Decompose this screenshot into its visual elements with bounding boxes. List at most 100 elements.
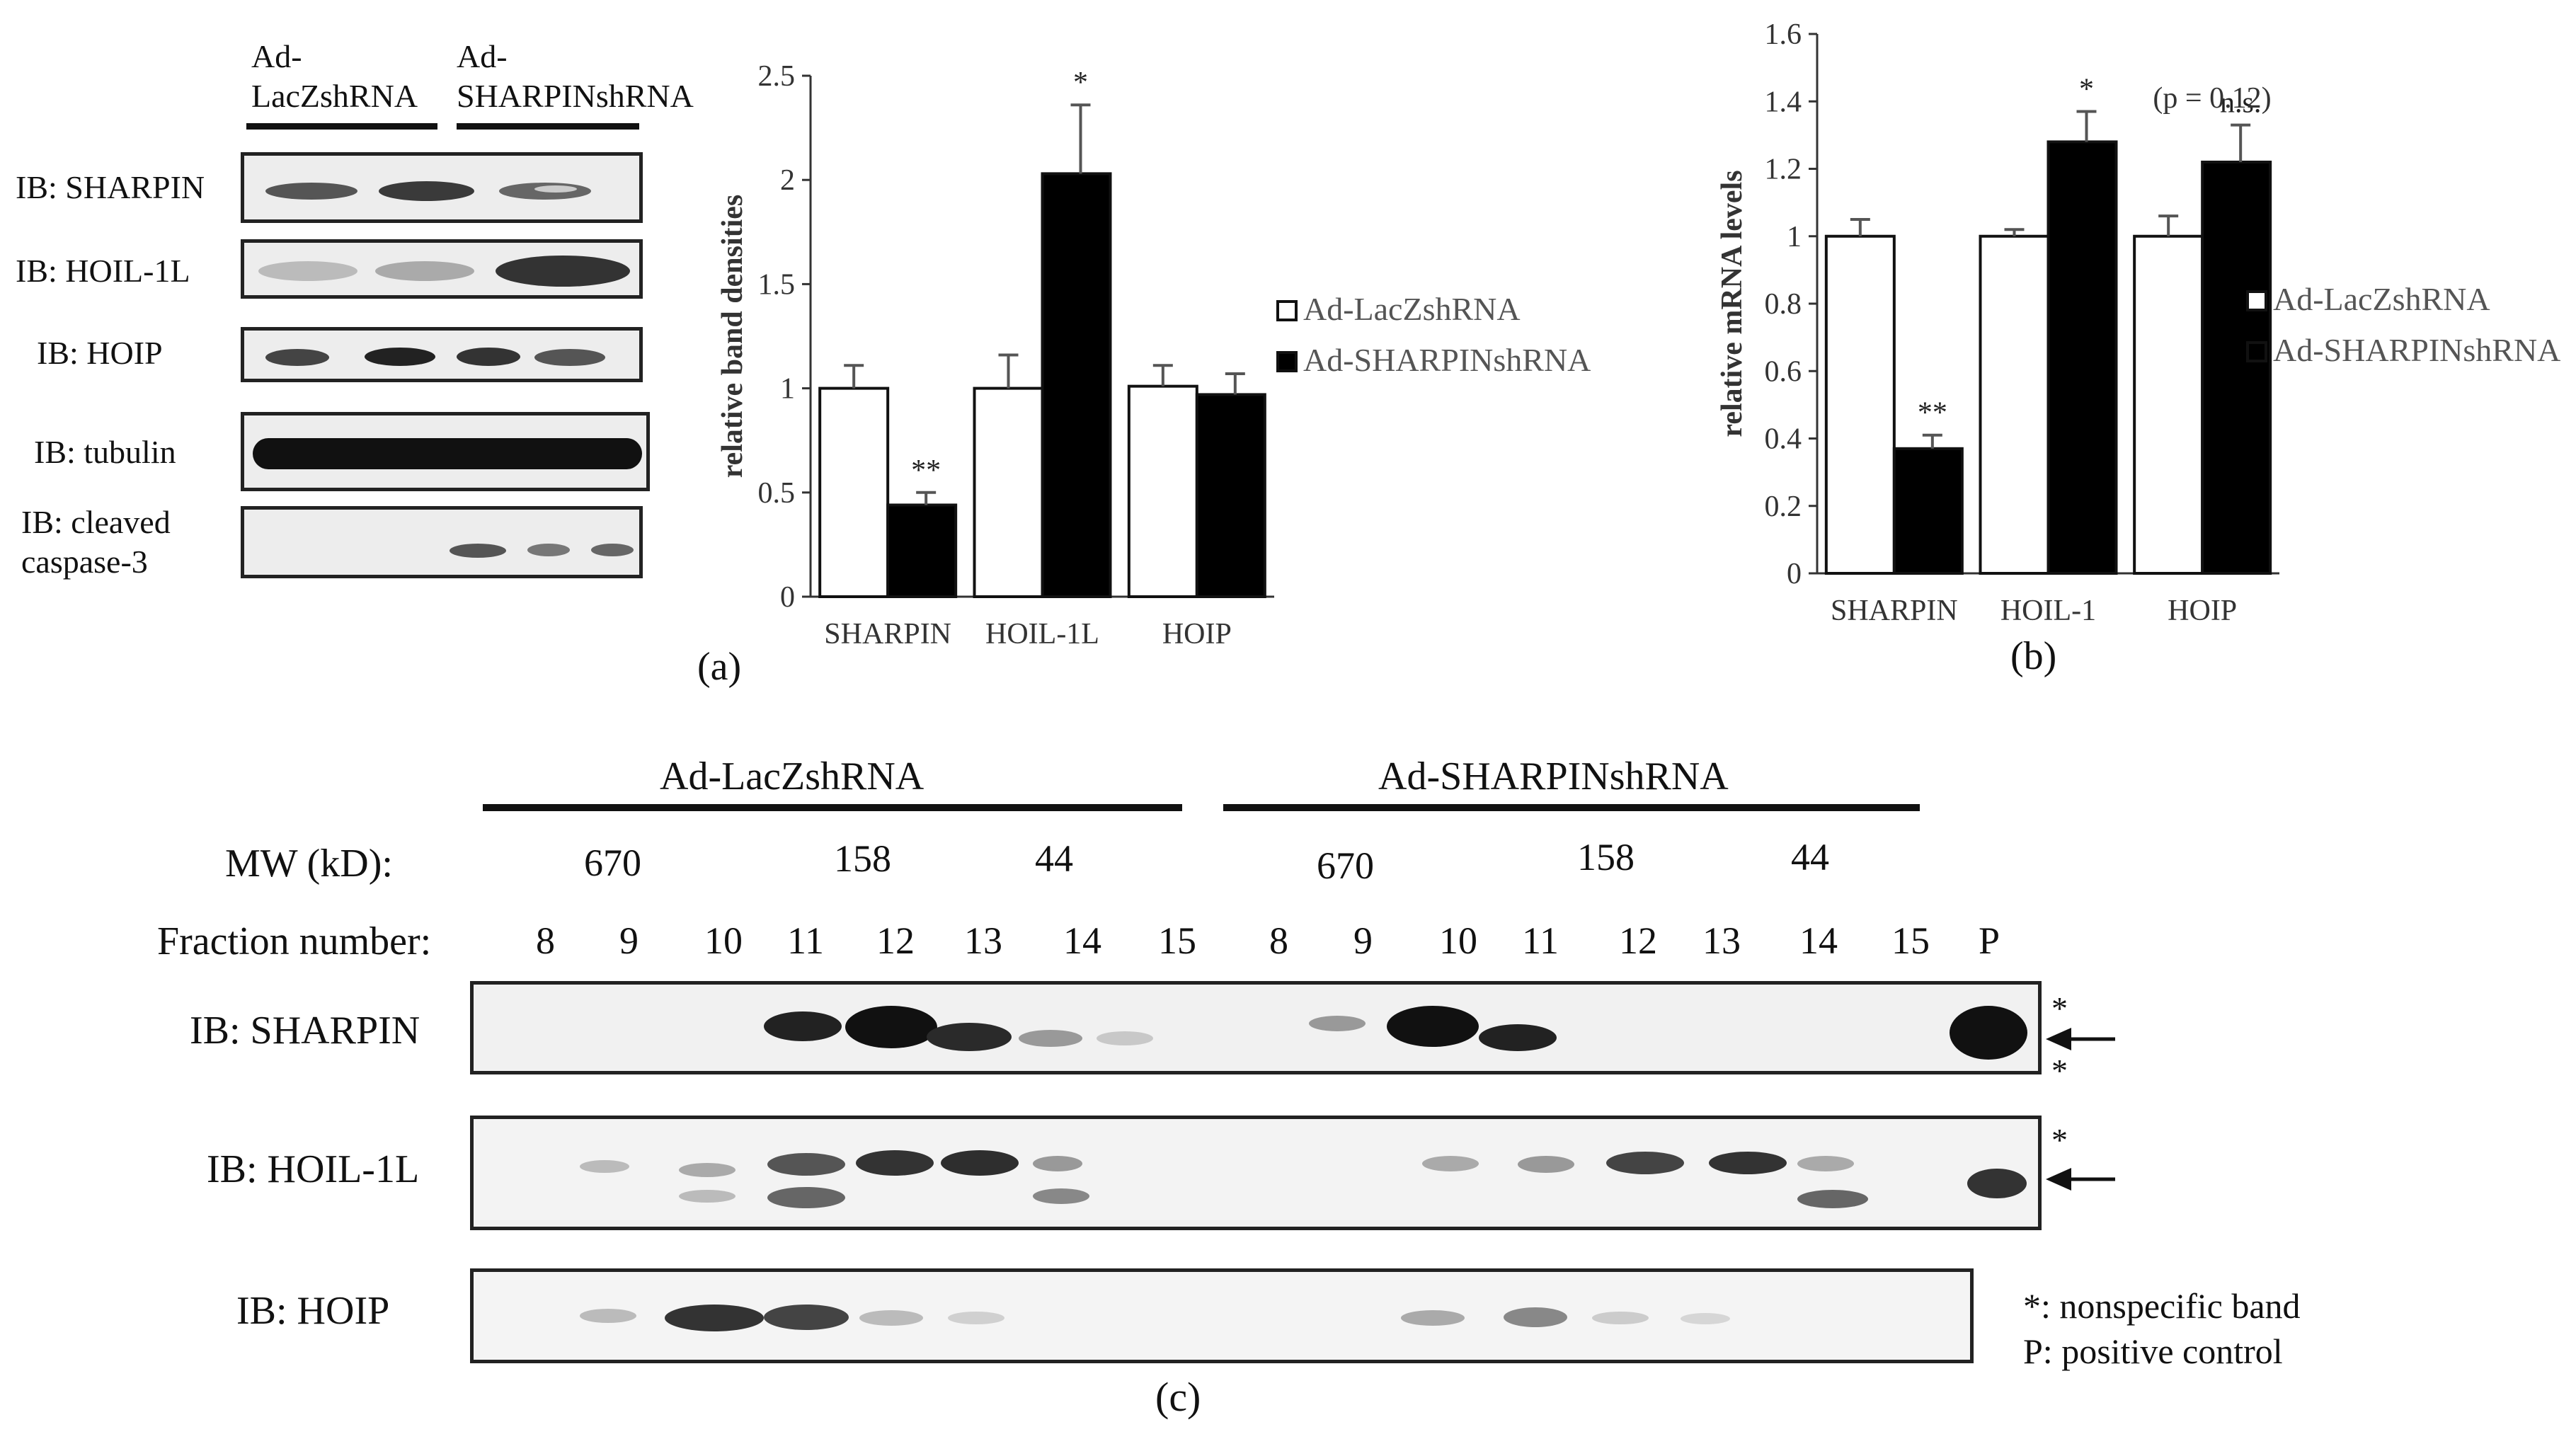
bar-sharpin-sharpin [886, 503, 958, 598]
significance-mark: ** [911, 454, 941, 487]
fraction-9-lacz: 9 [619, 919, 639, 962]
y-tick-label: 0.8 [1765, 288, 1802, 321]
blot-hoip-c [470, 1268, 1974, 1363]
panel-b-caption: (b) [2010, 634, 2057, 678]
group-line-lacz [246, 123, 437, 130]
blot-sharpin-a [241, 152, 643, 223]
mw-158-g2: 158 [1577, 836, 1635, 878]
panel-a-caption: (a) [697, 645, 742, 689]
x-category-label: SHARPIN [824, 618, 951, 650]
x-category-label: HOIP [2168, 595, 2237, 627]
significance-mark: * [2079, 74, 2094, 106]
mw-670-g1: 670 [584, 842, 641, 884]
bar-lacz-sharpin [818, 386, 890, 598]
bar-sharpin-hoip [1195, 393, 1266, 598]
legend-label-sharpin: Ad-SHARPINshRNA [2273, 332, 2560, 368]
fraction-label: Fraction number: [157, 919, 432, 963]
blot-label-tubulin: IB: tubulin [34, 434, 176, 470]
fraction-13-sharpin: 13 [1702, 919, 1741, 962]
group-label-lacz: Ad- LacZshRNA [251, 38, 418, 114]
fraction-11-sharpin: 11 [1522, 919, 1559, 962]
group-title-sharpin: Ad-SHARPINshRNA [1378, 755, 1729, 798]
star-1: * [2051, 990, 2068, 1026]
blot-hoil-a [241, 239, 643, 299]
mw-158-g1: 158 [834, 837, 891, 880]
fraction-15-sharpin: 15 [1891, 919, 1930, 962]
x-category-label: HOIP [1162, 618, 1232, 650]
fraction-12-lacz: 12 [876, 919, 915, 962]
fraction-positive-lane: P [1979, 919, 2000, 962]
group-title-lacz: Ad-LacZshRNA [660, 755, 925, 798]
legend-label-sharpin: Ad-SHARPINshRNA [1303, 342, 1591, 378]
legend-label-lacz: Ad-LacZshRNA [1303, 291, 1521, 327]
bar-lacz-hoil-1l [973, 386, 1044, 598]
legend-positive: P: positive control [2023, 1331, 2283, 1371]
significance-mark: n.s. [2220, 87, 2261, 120]
blot-hoip-a [241, 327, 643, 382]
y-tick-label: 1 [1787, 221, 1802, 253]
legend-swatch-lacz [2246, 290, 2267, 311]
blot-label-caspase: IB: cleaved caspase-3 [21, 504, 171, 580]
group-line-lacz-c [483, 804, 1182, 811]
y-tick-label: 1.2 [1765, 154, 1802, 186]
fraction-8-lacz: 8 [536, 919, 555, 962]
bar-lacz-hoip [2133, 234, 2204, 575]
y-tick-label: 0.5 [758, 477, 796, 510]
significance-note: (p = 0.12) [2153, 82, 2271, 115]
blot-sharpin-c [470, 981, 2042, 1074]
bar-sharpin-sharpin [1892, 447, 1964, 575]
arrow-icon [2046, 1028, 2115, 1050]
bar-lacz-hoil-1 [1979, 234, 2050, 575]
y-tick-label: 0.2 [1765, 491, 1802, 523]
y-tick-label: 0.4 [1765, 423, 1802, 456]
x-category-label: HOIL-1 [2000, 595, 2096, 627]
blot-label-hoip-c: IB: HOIP [236, 1289, 390, 1333]
group-line-sharpin [457, 123, 639, 130]
x-category-label: SHARPIN [1831, 595, 1958, 627]
fraction-10-lacz: 10 [704, 919, 743, 962]
significance-mark: ** [1918, 397, 1947, 430]
fraction-13-lacz: 13 [964, 919, 1002, 962]
blot-label-sharpin-c: IB: SHARPIN [190, 1009, 420, 1053]
legend-swatch-sharpin [2246, 341, 2267, 362]
star-3: * [2051, 1122, 2068, 1158]
blot-caspase-a [241, 506, 643, 578]
bar-lacz-sharpin [1824, 234, 1896, 575]
y-tick-label: 0 [1787, 558, 1802, 590]
bar-sharpin-hoil-1l [1041, 172, 1112, 599]
y-tick-label: 0 [780, 581, 795, 614]
legend-swatch-lacz [1276, 300, 1298, 321]
group-line-sharpin-c [1223, 804, 1920, 811]
blot-tubulin-a [241, 412, 650, 491]
mw-label: MW (kD): [225, 842, 393, 885]
fraction-14-sharpin: 14 [1799, 919, 1838, 962]
y-tick-label: 1 [780, 373, 795, 406]
blot-hoil-c [470, 1116, 2042, 1230]
fraction-9-sharpin: 9 [1353, 919, 1373, 962]
x-category-label: HOIL-1L [985, 618, 1099, 650]
chart-b: 0 0.2 0.4 0.6 0.8 1 1.2 1.4 1.6 relative mRNA lev… [1716, 18, 2560, 627]
legend-nonspecific: *: nonspecific band [2023, 1286, 2301, 1326]
legend-swatch-sharpin [1276, 351, 1298, 372]
star-2: * [2051, 1053, 2068, 1089]
significance-mark: * [1073, 67, 1088, 99]
fraction-15-lacz: 15 [1158, 919, 1196, 962]
mw-670-g2: 670 [1317, 844, 1374, 887]
blot-label-sharpin: IB: SHARPIN [16, 169, 205, 205]
y-tick-label: 1.6 [1765, 18, 1802, 51]
bar-sharpin-hoip [2201, 160, 2272, 575]
bar-sharpin-hoil-1 [2047, 140, 2118, 575]
y-axis-label: relative mRNA levels [1716, 170, 1748, 437]
arrow-icon [2046, 1168, 2115, 1191]
y-tick-label: 1.5 [758, 268, 796, 301]
fraction-10-sharpin: 10 [1439, 919, 1477, 962]
blot-label-hoip: IB: HOIP [37, 335, 163, 371]
panel-c-caption: (c) [1155, 1374, 1201, 1420]
fraction-8-sharpin: 8 [1269, 919, 1288, 962]
blot-label-hoil: IB: HOIL-1L [16, 253, 190, 289]
y-tick-label: 2 [780, 164, 795, 197]
y-tick-label: 1.4 [1765, 86, 1802, 118]
fraction-12-sharpin: 12 [1619, 919, 1657, 962]
legend-label-lacz: Ad-LacZshRNA [2273, 281, 2490, 317]
y-axis-label: relative band densities [716, 195, 749, 478]
